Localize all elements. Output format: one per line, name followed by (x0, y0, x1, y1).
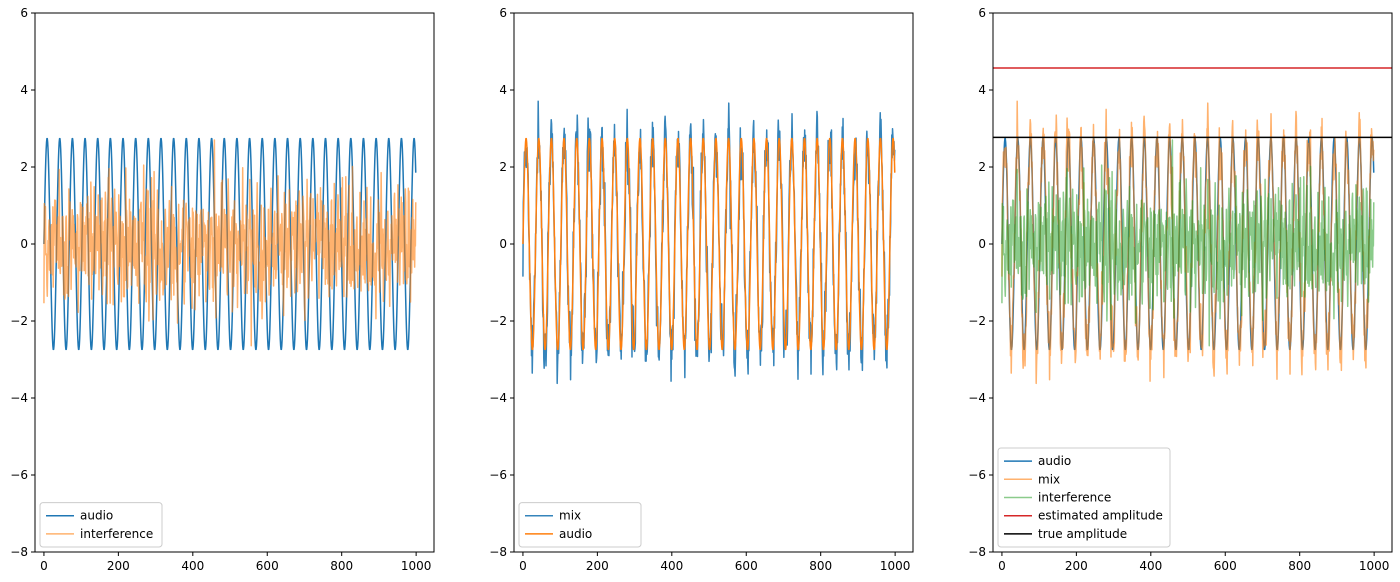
y-tick-label: −2 (968, 314, 986, 328)
legend-label-interference: interference (1038, 491, 1111, 505)
series-interference-line (1001, 139, 1375, 347)
series-interference-line (43, 139, 417, 347)
legend-label-mix: mix (1038, 472, 1060, 486)
y-tick-label: 0 (20, 237, 28, 251)
x-tick-label: 600 (256, 559, 279, 573)
x-tick-label: 800 (1288, 559, 1311, 573)
legend-label-audio: audio (559, 527, 592, 541)
axes-frame (513, 12, 914, 553)
legend-box (518, 502, 642, 548)
x-tick-label: 200 (1065, 559, 1088, 573)
legend-label-audio: audio (1038, 454, 1071, 468)
y-tick-label: −8 (10, 545, 28, 559)
y-tick-label: 0 (978, 237, 986, 251)
panel-2: 0 200 400 600 800 1000 −8 −6 −4 −2 0 2 4 6 mix audio (489, 6, 914, 573)
x-tick-label: 600 (735, 559, 758, 573)
y-tick-label: −4 (10, 391, 28, 405)
plot-area (993, 67, 1392, 385)
legend-box (39, 502, 163, 548)
plot-area (43, 137, 417, 351)
x-tick-label: 1000 (1359, 559, 1390, 573)
y-tick-label: −4 (489, 391, 507, 405)
y-tick-label: 4 (978, 83, 986, 97)
series-audio-line (522, 137, 896, 351)
panel-3: 0 200 400 600 800 1000 −8 −6 −4 −2 0 2 4 6 audio mix int… (968, 6, 1393, 573)
legend-box (997, 447, 1171, 548)
legend-label-mix: mix (559, 509, 581, 523)
legend-label-interference: interference (80, 527, 153, 541)
y-tick-label: 2 (978, 160, 986, 174)
x-tick-label: 400 (181, 559, 204, 573)
y-tick-label: 4 (499, 83, 507, 97)
legend-label-true-amplitude: true amplitude (1038, 527, 1127, 541)
legend: mix audio (518, 502, 642, 548)
y-tick-label: −6 (489, 468, 507, 482)
x-tick-label: 600 (1214, 559, 1237, 573)
y-tick-label: −6 (10, 468, 28, 482)
axes-frame (992, 12, 1393, 553)
series-audio-line (43, 137, 417, 351)
x-tick-label: 1000 (880, 559, 911, 573)
y-tick-label: 2 (499, 160, 507, 174)
y-tick-label: −2 (10, 314, 28, 328)
legend-label-audio: audio (80, 509, 113, 523)
y-tick-label: −4 (968, 391, 986, 405)
x-tick-label: 0 (40, 559, 48, 573)
y-tick-label: 6 (978, 6, 986, 20)
x-tick-label: 400 (1139, 559, 1162, 573)
x-tick-label: 0 (998, 559, 1006, 573)
legend: audio interference (39, 502, 163, 548)
y-tick-label: −6 (968, 468, 986, 482)
y-tick-label: 2 (20, 160, 28, 174)
plot-area (522, 100, 896, 385)
y-tick-label: 6 (20, 6, 28, 20)
y-tick-label: 4 (20, 83, 28, 97)
y-tick-label: 0 (499, 237, 507, 251)
x-tick-label: 200 (107, 559, 130, 573)
y-tick-label: −8 (968, 545, 986, 559)
axes-frame (34, 12, 435, 553)
x-tick-label: 200 (586, 559, 609, 573)
x-tick-label: 0 (519, 559, 527, 573)
panel-1: 0 200 400 600 800 1000 −8 −6 −4 −2 0 2 4 6 audio interf… (10, 6, 435, 573)
y-tick-label: 6 (499, 6, 507, 20)
legend: audio mix interference estimated amplitude t… (997, 447, 1171, 548)
x-tick-label: 800 (330, 559, 353, 573)
y-tick-label: −2 (489, 314, 507, 328)
x-tick-label: 400 (660, 559, 683, 573)
y-tick-label: −8 (489, 545, 507, 559)
x-tick-label: 1000 (401, 559, 432, 573)
legend-label-estimated-amplitude: estimated amplitude (1038, 509, 1163, 523)
x-tick-label: 800 (809, 559, 832, 573)
